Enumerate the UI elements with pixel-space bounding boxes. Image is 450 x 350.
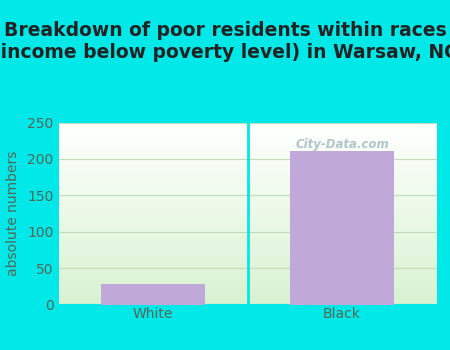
Text: Breakdown of poor residents within races
(income below poverty level) in Warsaw,: Breakdown of poor residents within races… — [0, 21, 450, 63]
Bar — [101, 284, 205, 304]
Bar — [290, 151, 394, 304]
Text: absolute numbers: absolute numbers — [6, 151, 21, 276]
Text: City-Data.com: City-Data.com — [295, 138, 389, 151]
